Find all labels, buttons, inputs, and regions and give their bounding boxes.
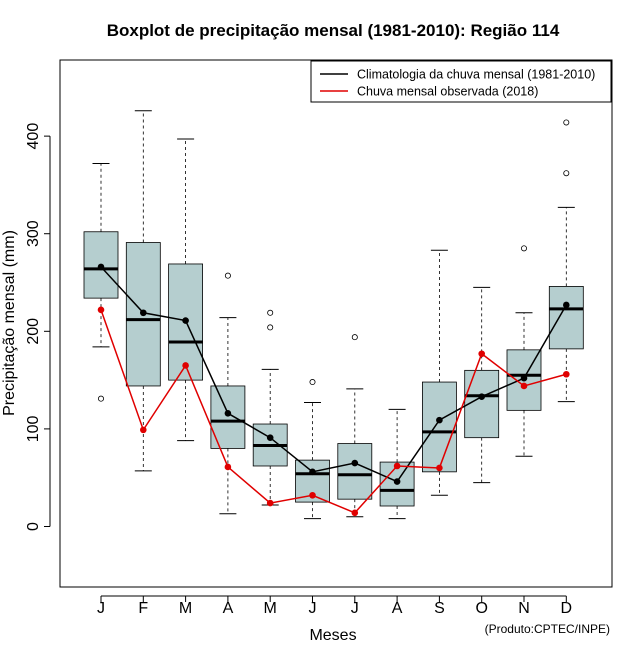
series-point <box>393 462 401 470</box>
boxes <box>83 110 584 520</box>
series-point <box>266 499 274 507</box>
outlier-point <box>309 379 316 386</box>
box-12 <box>548 119 584 403</box>
outlier-point <box>563 170 570 177</box>
box-9 <box>421 249 457 496</box>
series-point <box>309 491 316 499</box>
series-point <box>182 317 189 324</box>
legend: Climatologia da chuva mensal (1981-2010)… <box>310 60 612 103</box>
series-point <box>309 468 316 476</box>
y-tick-label: 400 <box>25 123 42 150</box>
series-point <box>563 370 570 378</box>
outlier-point <box>521 245 528 252</box>
series-point <box>478 393 486 400</box>
box-2 <box>125 110 161 472</box>
series-point <box>182 362 189 369</box>
legend-climatology-label: Climatologia da chuva mensal (1981-2010) <box>357 68 595 82</box>
series-line <box>100 266 567 483</box>
y-tick-label: 300 <box>25 220 42 247</box>
series-point <box>351 459 359 467</box>
y-tick-label: 0 <box>25 522 42 531</box>
box-1 <box>83 162 119 402</box>
series-point <box>266 434 274 441</box>
outlier-point <box>351 334 358 341</box>
x-tick-label: J <box>309 600 317 617</box>
credit-text: (Produto:CPTEC/INPE) <box>485 622 610 636</box>
plot-area <box>59 59 613 588</box>
box-iqr <box>464 369 500 439</box>
box-4 <box>210 272 246 515</box>
series-line <box>100 309 567 514</box>
box-11 <box>506 245 542 457</box>
x-tick-label: N <box>518 600 530 617</box>
series-lines <box>97 263 570 517</box>
series-climatology <box>97 263 570 485</box>
x-tick-label: M <box>264 600 277 617</box>
series-point <box>520 374 528 382</box>
x-tick-label: A <box>392 600 403 617</box>
outlier-point <box>267 309 274 316</box>
outlier-point <box>563 119 570 126</box>
series-point <box>436 464 443 472</box>
series-point <box>97 263 105 271</box>
x-tick-label: M <box>179 600 192 617</box>
series-point <box>436 416 443 424</box>
x-axis-label: Meses <box>309 627 356 644</box>
x-tick-label: S <box>434 600 445 617</box>
box-iqr <box>337 443 373 500</box>
series-point <box>140 426 147 434</box>
series-point <box>478 350 486 358</box>
y-axis: 0 100 200 300 400 <box>25 123 51 531</box>
outlier-point <box>98 395 105 402</box>
chart-title: Boxplot de precipitação mensal (1981-201… <box>107 21 560 40</box>
x-tick-label: J <box>97 600 105 617</box>
box-iqr <box>421 381 457 473</box>
y-tick-label: 100 <box>25 415 42 442</box>
x-tick-label: A <box>223 600 234 617</box>
x-tick-label: D <box>561 600 573 617</box>
x-tick-label: F <box>138 600 148 617</box>
box-5 <box>252 309 288 506</box>
x-tick-label: J <box>351 600 359 617</box>
series-observed <box>97 306 570 517</box>
series-point <box>563 301 570 309</box>
y-tick-label: 200 <box>25 318 42 345</box>
series-point <box>520 382 528 390</box>
series-point <box>224 409 232 417</box>
legend-box <box>310 60 612 103</box>
series-point <box>224 463 232 471</box>
x-tick-label: O <box>475 600 487 617</box>
series-point <box>393 478 401 485</box>
y-axis-label: Precipitação mensal (mm) <box>1 230 18 416</box>
box-7 <box>337 334 373 518</box>
outlier-point <box>267 324 274 331</box>
outlier-point <box>224 272 231 279</box>
series-point <box>140 309 147 317</box>
series-point <box>97 306 105 314</box>
legend-observed-label: Chuva mensal observada (2018) <box>357 85 538 99</box>
box-iqr <box>548 286 584 350</box>
series-point <box>351 509 359 517</box>
